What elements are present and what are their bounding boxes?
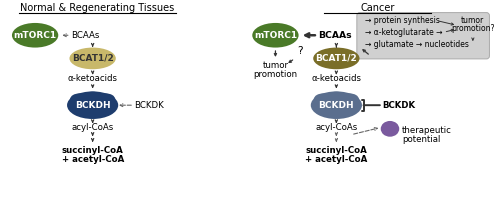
Ellipse shape [84,92,101,102]
Text: BCAAs: BCAAs [70,31,99,40]
Text: + acetyl-CoA: + acetyl-CoA [305,155,368,164]
Text: succinyl-CoA: succinyl-CoA [306,146,367,155]
Text: BCAAs: BCAAs [318,31,352,40]
Text: BCKDH: BCKDH [75,101,110,110]
Text: succinyl-CoA: succinyl-CoA [62,146,124,155]
Ellipse shape [252,23,298,48]
Text: tumor: tumor [262,61,288,70]
Ellipse shape [96,93,115,105]
Ellipse shape [340,93,359,105]
Text: BCKDK: BCKDK [134,101,164,110]
Text: Normal & Regenerating Tissues: Normal & Regenerating Tissues [20,3,174,13]
Text: → protein synthesis: → protein synthesis [364,16,440,25]
Text: → glutamate → nucleotides: → glutamate → nucleotides [364,40,469,49]
Text: potential: potential [402,135,440,144]
Text: mTORC1: mTORC1 [14,31,56,40]
Text: BCKDH: BCKDH [318,101,354,110]
Text: BCAT1/2: BCAT1/2 [72,54,114,63]
Text: acyl-CoAs: acyl-CoAs [72,123,114,132]
Text: + acetyl-CoA: + acetyl-CoA [62,155,124,164]
Text: promotion: promotion [254,70,298,79]
Text: BCAT1/2: BCAT1/2 [316,54,357,63]
Ellipse shape [70,93,89,105]
Text: therapeutic: therapeutic [402,126,452,135]
Text: α-ketoacids: α-ketoacids [312,74,362,83]
Ellipse shape [314,93,334,105]
Text: BCKDK: BCKDK [382,101,416,110]
Text: α-ketoacids: α-ketoacids [68,74,117,83]
Ellipse shape [328,92,344,102]
Text: ?: ? [297,46,302,56]
Text: tumor: tumor [461,16,484,25]
FancyBboxPatch shape [357,13,490,59]
Text: promotion?: promotion? [451,24,494,33]
Text: mTORC1: mTORC1 [254,31,297,40]
Text: Cancer: Cancer [360,3,395,13]
Ellipse shape [380,121,400,137]
Text: → α-ketoglutarate →: → α-ketoglutarate → [364,28,442,37]
Ellipse shape [311,91,362,119]
Ellipse shape [67,91,118,119]
Ellipse shape [70,48,116,69]
Ellipse shape [12,23,58,48]
Text: acyl-CoAs: acyl-CoAs [315,123,358,132]
Ellipse shape [313,48,360,69]
